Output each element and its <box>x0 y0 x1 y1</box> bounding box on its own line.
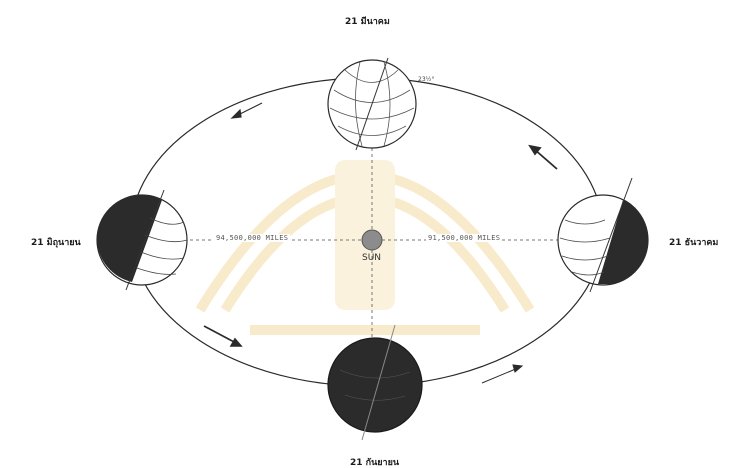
label-march: 21 มีนาคม <box>345 17 390 27</box>
label-september: 21 กันยายน <box>350 458 400 468</box>
earth-march <box>327 57 417 151</box>
orbit-arrow-bottom-left <box>203 325 243 347</box>
orbit-arrow-right-upper <box>528 144 558 170</box>
orbit-arrow-bottom-right <box>481 364 524 384</box>
label-june: 21 มิถุนายน <box>31 238 81 248</box>
distance-right: 91,500,000 MILES <box>426 234 503 242</box>
earth-december <box>557 177 649 293</box>
distance-left: 94,500,000 MILES <box>214 234 291 242</box>
orbit-arrow-top-left <box>230 102 263 119</box>
tilt-note: 23½° <box>418 76 435 83</box>
sun-body <box>361 229 383 251</box>
sun-label: SUN <box>362 253 382 263</box>
earth-september <box>327 324 423 441</box>
earth-june <box>96 189 188 291</box>
label-december: 21 ธันวาคม <box>669 238 719 248</box>
